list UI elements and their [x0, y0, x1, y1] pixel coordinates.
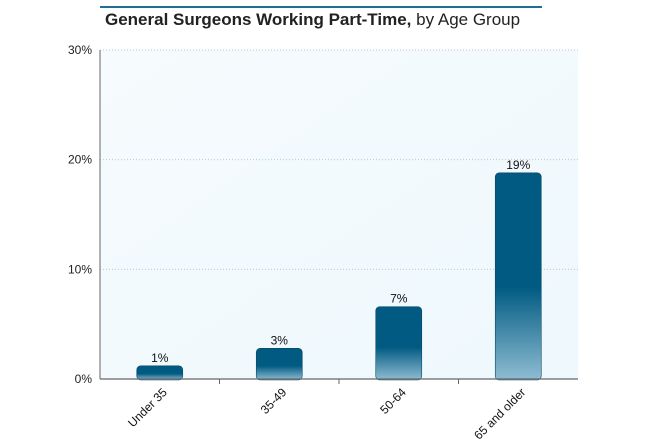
data-label: 19%	[506, 158, 530, 172]
x-tick-label: 65 and older	[471, 385, 528, 439]
bar-50-64	[375, 306, 423, 381]
bar-35-49	[255, 347, 303, 381]
chart-subtitle: by Age Group	[416, 10, 521, 29]
y-tick-label: 30%	[68, 43, 92, 57]
chart-title-main: General Surgeons Working Part-Time,	[105, 10, 412, 29]
labels: 0% 10% 20% 30% 1% Under 35 3% 35-49 7% 50-64 19% 65…	[68, 43, 531, 439]
title-rule	[100, 6, 542, 8]
y-tick-label: 0%	[75, 372, 93, 386]
data-label: 1%	[151, 351, 169, 365]
y-tick-label: 20%	[68, 153, 92, 167]
axes	[99, 50, 578, 384]
x-tick-label: Under 35	[125, 385, 170, 430]
data-label: 7%	[390, 292, 408, 306]
chart-title: General Surgeons Working Part-Time, by A…	[105, 10, 520, 30]
x-tick-label: 35-49	[258, 385, 290, 417]
bar-65-and-older	[494, 172, 542, 381]
chart-title-block: General Surgeons Working Part-Time, by A…	[100, 6, 542, 36]
y-tick-label: 10%	[68, 262, 92, 276]
bars	[136, 172, 542, 381]
bar-under-35	[136, 365, 184, 381]
x-tick-label: 50-64	[377, 385, 409, 417]
data-label: 3%	[271, 333, 289, 347]
